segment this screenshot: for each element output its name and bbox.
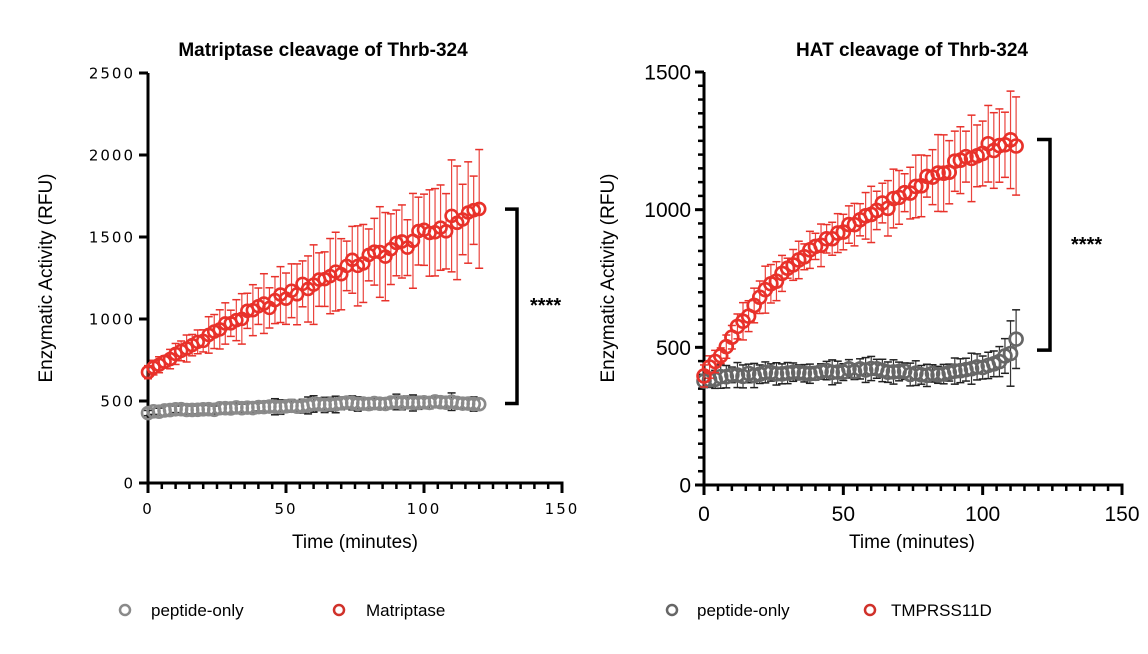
legend-right: peptide-only TMPRSS11D <box>665 601 992 620</box>
data-point <box>896 184 913 201</box>
chart-title: HAT cleavage of Thrb-324 <box>796 40 1028 61</box>
data-point <box>802 365 818 382</box>
x-tick-label: 150 <box>545 500 580 518</box>
x-tick-label: 150 <box>1104 503 1139 526</box>
data-point <box>757 364 774 381</box>
y-axis-label: Enzymatic Activity (RFU) <box>36 173 57 382</box>
data-marks <box>696 90 1024 390</box>
data-point <box>813 363 829 380</box>
y-tick-label: 2500 <box>89 65 135 83</box>
series-peptide-only <box>140 392 487 421</box>
legend-label: TMPRSS11D <box>891 601 992 620</box>
x-axis-label: Time (minutes) <box>849 532 975 553</box>
x-tick-label: 50 <box>832 503 855 526</box>
y-axis-label: Enzymatic Activity (RFU) <box>598 173 619 382</box>
data-point <box>863 360 880 377</box>
legend-item-matriptase: Matriptase <box>332 601 445 620</box>
y-tick-label: 1500 <box>644 62 691 85</box>
data-point <box>1008 138 1024 154</box>
data-point <box>1002 345 1019 362</box>
data-point <box>774 366 790 382</box>
data-point <box>885 364 902 380</box>
legend-item-peptide-only: peptide-only <box>118 601 244 620</box>
series-matriptase <box>140 148 487 380</box>
legend-label: Matriptase <box>366 601 445 620</box>
x-tick-label: 100 <box>407 500 442 518</box>
legend-marker-icon <box>863 603 877 617</box>
y-tick-label: 500 <box>100 393 135 411</box>
y-tick-label: 1500 <box>89 229 135 247</box>
legend-label: peptide-only <box>697 601 790 620</box>
x-tick-label: 100 <box>965 503 1000 526</box>
data-point <box>880 364 896 380</box>
bracket-line <box>505 207 519 406</box>
x-tick-label: 50 <box>274 500 297 518</box>
bracket-line <box>1037 137 1052 352</box>
data-point <box>785 364 801 380</box>
y-tick-label: 2000 <box>89 147 135 165</box>
data-point <box>471 201 487 217</box>
legend-marker-icon <box>118 603 132 617</box>
legend-left: peptide-only Matriptase <box>118 601 445 620</box>
data-point <box>935 165 952 182</box>
data-point <box>946 363 963 379</box>
chart-matriptase: Matriptase cleavage of Thrb-324 Enzymati… <box>36 40 580 553</box>
data-point <box>829 225 846 241</box>
data-point <box>768 366 785 382</box>
data-point <box>790 364 807 381</box>
legend-marker-icon <box>665 603 679 617</box>
axes: 0 500 1000 1500 2000 2500 0 50 100 150 <box>89 65 580 519</box>
data-point <box>969 359 985 375</box>
data-point <box>422 225 437 241</box>
series-tmprss11d <box>696 90 1024 388</box>
y-tick-label: 1000 <box>89 311 135 329</box>
data-point <box>779 365 796 381</box>
x-axis-label: Time (minutes) <box>292 532 418 553</box>
chart-hat: HAT cleavage of Thrb-324 Enzymatic Activ… <box>598 40 1140 553</box>
x-tick-label: 0 <box>698 503 710 526</box>
data-point <box>190 334 205 350</box>
y-tick-label: 0 <box>123 475 135 493</box>
chart-title: Matriptase cleavage of Thrb-324 <box>178 40 468 61</box>
y-tick-label: 1000 <box>644 199 691 222</box>
data-point <box>907 178 924 195</box>
data-point <box>1008 331 1024 347</box>
legend-marker-icon <box>332 603 346 617</box>
data-point <box>930 165 946 181</box>
x-tick-label: 0 <box>142 500 154 518</box>
significance-bracket <box>505 207 519 406</box>
data-point <box>471 396 487 412</box>
series-peptide-only <box>696 309 1024 390</box>
data-point <box>824 364 840 381</box>
data-point <box>724 367 740 383</box>
data-point <box>913 367 930 383</box>
significance-label: **** <box>1071 234 1102 256</box>
legend-item-peptide-only: peptide-only <box>665 601 790 620</box>
data-point <box>930 367 946 383</box>
significance-bracket <box>1037 137 1052 352</box>
data-marks <box>140 148 487 421</box>
legend-label: peptide-only <box>151 601 244 620</box>
significance-label: **** <box>530 295 561 317</box>
data-point <box>796 365 813 382</box>
data-point <box>466 396 481 412</box>
data-point <box>712 368 729 385</box>
axes: 0 500 1000 1500 0 50 100 150 <box>644 62 1139 527</box>
legend-item-tmprss11d: TMPRSS11D <box>863 601 992 620</box>
y-tick-label: 500 <box>656 337 691 360</box>
y-tick-label: 0 <box>679 475 691 498</box>
data-point <box>438 223 454 239</box>
